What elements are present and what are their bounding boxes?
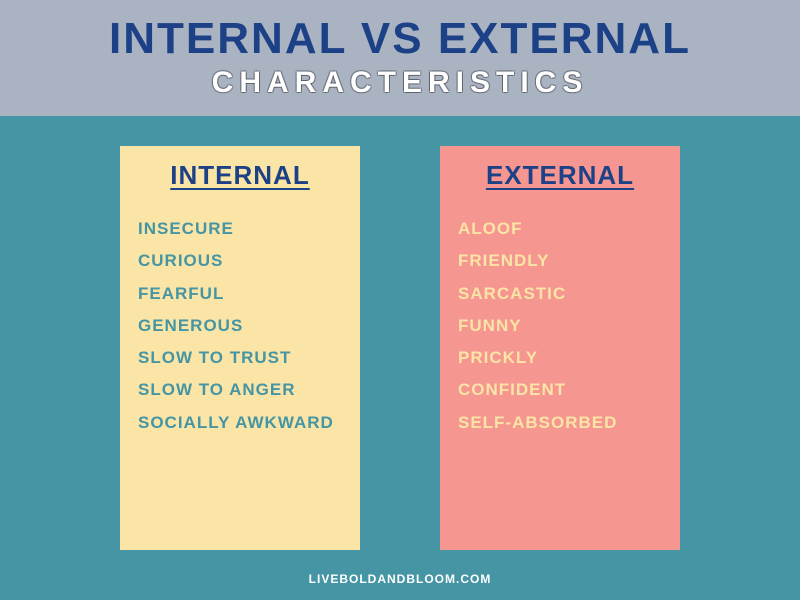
list-item: GENEROUS [138, 310, 342, 342]
list-item: SLOW TO ANGER [138, 374, 342, 406]
infographic-page: INTERNAL VS EXTERNAL CHARACTERISTICS INT… [0, 0, 800, 600]
list-item: SOCIALLY AWKWARD [138, 407, 342, 439]
source-label: LIVEBOLDANDBLOOM.COM [309, 572, 492, 586]
header-bar: INTERNAL VS EXTERNAL CHARACTERISTICS [0, 0, 800, 116]
footer-bar: LIVEBOLDANDBLOOM.COM [0, 560, 800, 600]
list-item: FEARFUL [138, 278, 342, 310]
main-title: INTERNAL VS EXTERNAL [10, 14, 790, 64]
content-area: INTERNAL INSECURE CURIOUS FEARFUL GENERO… [0, 116, 800, 560]
list-item: CURIOUS [138, 245, 342, 277]
list-item: PRICKLY [458, 342, 662, 374]
external-heading: EXTERNAL [458, 160, 662, 191]
external-card: EXTERNAL ALOOF FRIENDLY SARCASTIC FUNNY … [440, 146, 680, 550]
list-item: SELF-ABSORBED [458, 407, 662, 439]
internal-card: INTERNAL INSECURE CURIOUS FEARFUL GENERO… [120, 146, 360, 550]
list-item: ALOOF [458, 213, 662, 245]
list-item: INSECURE [138, 213, 342, 245]
list-item: SARCASTIC [458, 278, 662, 310]
internal-heading: INTERNAL [138, 160, 342, 191]
list-item: SLOW TO TRUST [138, 342, 342, 374]
list-item: CONFIDENT [458, 374, 662, 406]
list-item: FUNNY [458, 310, 662, 342]
internal-list: INSECURE CURIOUS FEARFUL GENEROUS SLOW T… [138, 213, 342, 439]
external-list: ALOOF FRIENDLY SARCASTIC FUNNY PRICKLY C… [458, 213, 662, 439]
list-item: FRIENDLY [458, 245, 662, 277]
subtitle: CHARACTERISTICS [10, 66, 790, 100]
